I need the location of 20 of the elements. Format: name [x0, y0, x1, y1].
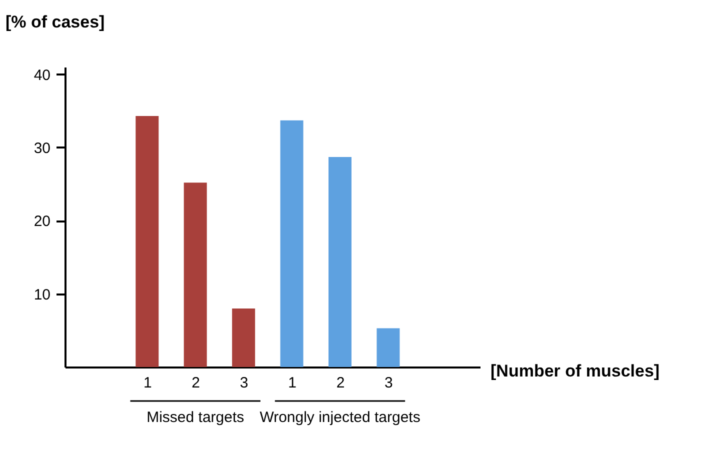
y-tick-label: 40: [34, 66, 50, 84]
y-tick-label: 20: [34, 213, 50, 230]
x-tick-label: 1: [288, 374, 296, 392]
bar: [280, 120, 304, 367]
x-tick-label: 3: [240, 374, 248, 392]
y-tick-label: 10: [34, 286, 50, 304]
x-tick-label: 2: [336, 374, 345, 392]
bar: [232, 308, 256, 367]
bar: [328, 157, 352, 367]
x-tick-label: 1: [143, 374, 152, 392]
bar: [184, 182, 207, 367]
text: Missed targets: [146, 409, 244, 426]
y-axis-title: [% of cases]: [6, 12, 105, 32]
x-tick-label: 3: [384, 374, 393, 392]
bar: [376, 328, 400, 367]
x-axis-title: [Number of muscles]: [490, 362, 660, 380]
x-tick-label: 2: [192, 374, 200, 392]
bar: [136, 116, 159, 367]
y-tick-label: 30: [34, 140, 50, 157]
text: Wrongly injected targets: [260, 409, 420, 426]
